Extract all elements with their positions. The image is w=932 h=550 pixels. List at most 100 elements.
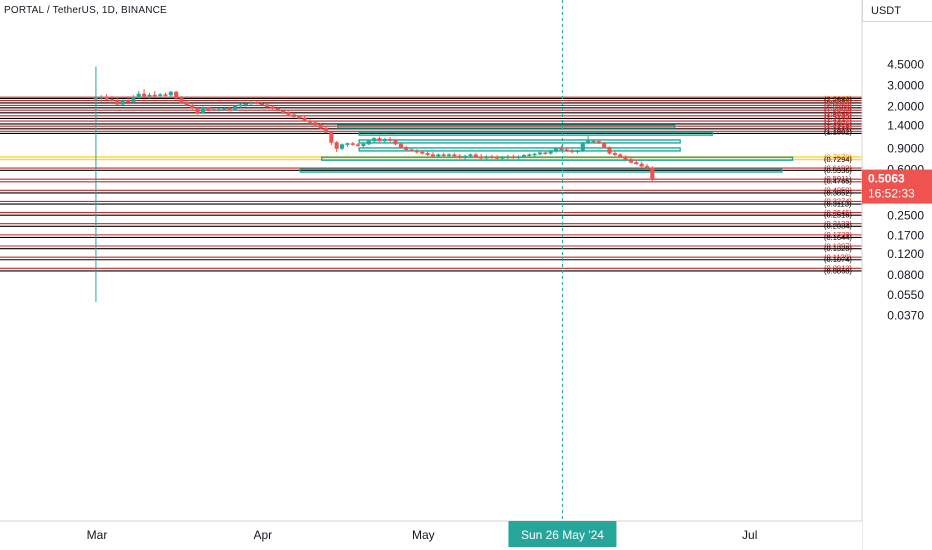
candle-body [591, 140, 596, 143]
level-label: (0.2138) [824, 219, 852, 228]
candle-body [618, 154, 623, 157]
candle-body [398, 143, 403, 148]
candle-body [158, 94, 163, 96]
candle-body [436, 154, 441, 157]
candle-body [206, 107, 211, 110]
time-scale[interactable] [0, 521, 862, 550]
candle-body [612, 153, 617, 155]
support-zone[interactable] [299, 168, 783, 173]
support-zone[interactable] [358, 139, 681, 144]
countdown-label: 16:52:33 [868, 187, 915, 201]
last-price-tag [862, 169, 932, 204]
level-label: (0.0868) [824, 266, 852, 275]
candle-body [131, 96, 136, 102]
candle-body [628, 159, 633, 163]
level-label: (1.5100) [824, 112, 852, 121]
currency-button[interactable]: USDT [862, 0, 932, 22]
candle-body [291, 114, 296, 118]
candle-body [339, 144, 345, 149]
price-scale[interactable] [862, 0, 932, 550]
candle-body [136, 93, 141, 98]
candle-body [190, 104, 195, 109]
level-label: (0.1328) [824, 244, 852, 253]
candle-body [297, 116, 302, 119]
candle-body [163, 94, 168, 96]
support-zone[interactable] [358, 147, 681, 152]
candle-body [382, 139, 387, 142]
level-label: (1.2027) [824, 125, 852, 134]
candle-body [366, 140, 371, 145]
candle-body [147, 94, 152, 97]
level-label: (1.6054) [824, 110, 852, 119]
last-price-value: 0.5063 [868, 172, 905, 186]
level-label: (1.4334) [824, 115, 852, 124]
candle-body [484, 156, 489, 159]
candle-body [596, 141, 601, 144]
level-label: (2.2058) [824, 98, 852, 107]
level-label: (1.6533) [824, 108, 852, 117]
candle-body [500, 157, 505, 159]
level-label: (2.3248) [824, 94, 852, 103]
x-tick-label: May [412, 528, 435, 542]
candle-body [238, 104, 243, 107]
y-tick-label: 0.1700 [887, 229, 924, 243]
candle-body [356, 144, 361, 146]
candle-body [452, 154, 457, 157]
candle-body [505, 156, 510, 158]
candle-body [350, 143, 355, 145]
level-label: (0.2034) [824, 222, 852, 231]
candle-body [532, 153, 537, 156]
candle-body [602, 142, 607, 148]
candle-body [254, 101, 259, 104]
candle-body [104, 96, 109, 100]
candle-body [232, 105, 238, 111]
candle-body [152, 94, 157, 97]
candle-body [174, 91, 179, 99]
level-label: (0.4765) [824, 177, 852, 186]
y-tick-label: 0.0370 [887, 309, 924, 323]
candle-body [142, 93, 147, 97]
crosshair-time-label: Sun 26 May '24 [521, 528, 604, 542]
candle-body [318, 124, 323, 129]
level-label: (0.2516) [824, 211, 852, 220]
support-zone[interactable] [321, 156, 794, 161]
level-label: (1.2453) [824, 123, 852, 132]
level-label: (0.1129) [824, 252, 852, 261]
candle-body [259, 103, 264, 105]
candle-body [586, 140, 591, 144]
level-label: (1.9118) [824, 103, 852, 112]
candle-body [527, 154, 532, 156]
candle-body [281, 110, 286, 114]
candle-body [361, 143, 366, 146]
candle-body [479, 156, 484, 159]
candle-body [222, 108, 227, 110]
candle-body [516, 156, 521, 158]
candle-body [414, 150, 419, 153]
level-label: (2.0060) [824, 100, 852, 109]
candle-body [430, 154, 436, 157]
candle-body [200, 107, 205, 114]
level-label: (0.5011) [824, 174, 852, 183]
y-tick-label: 0.0800 [887, 268, 924, 282]
level-label: (1.1802) [824, 128, 852, 137]
candle-body [99, 96, 104, 99]
candle-body [634, 162, 639, 165]
support-zone[interactable] [358, 131, 713, 136]
candle-body [425, 153, 430, 155]
x-tick-label: Apr [254, 528, 273, 542]
candle-body [548, 151, 553, 154]
candle-body [495, 157, 500, 159]
candle-body [334, 142, 339, 149]
support-zone[interactable] [337, 124, 676, 129]
level-label: (0.0912) [824, 264, 852, 273]
candle-body [345, 143, 350, 145]
candle-body [195, 107, 200, 114]
candle-body [275, 108, 280, 112]
level-label: (1.7992) [824, 105, 852, 114]
level-label: (0.3274) [824, 197, 852, 206]
y-tick-label: 0.1200 [887, 247, 924, 261]
candle-body [463, 155, 468, 158]
level-label: (0.3113) [824, 199, 852, 208]
